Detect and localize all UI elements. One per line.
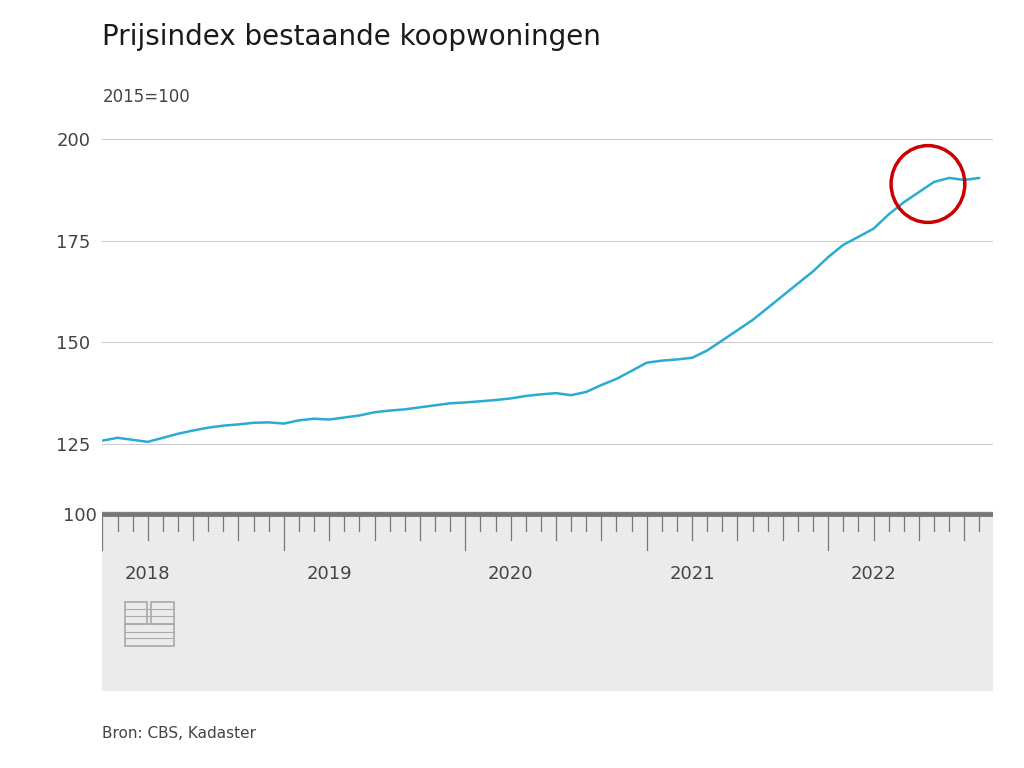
Text: 2018: 2018 (125, 565, 171, 583)
Text: 2020: 2020 (487, 565, 534, 583)
Text: 2021: 2021 (670, 565, 715, 583)
Text: 2019: 2019 (306, 565, 352, 583)
Text: Bron: CBS, Kadaster: Bron: CBS, Kadaster (102, 726, 256, 741)
Text: 2022: 2022 (851, 565, 896, 583)
Text: Prijsindex bestaande koopwoningen: Prijsindex bestaande koopwoningen (102, 23, 601, 51)
Text: 2015=100: 2015=100 (102, 88, 190, 106)
Text: 100: 100 (63, 507, 97, 525)
